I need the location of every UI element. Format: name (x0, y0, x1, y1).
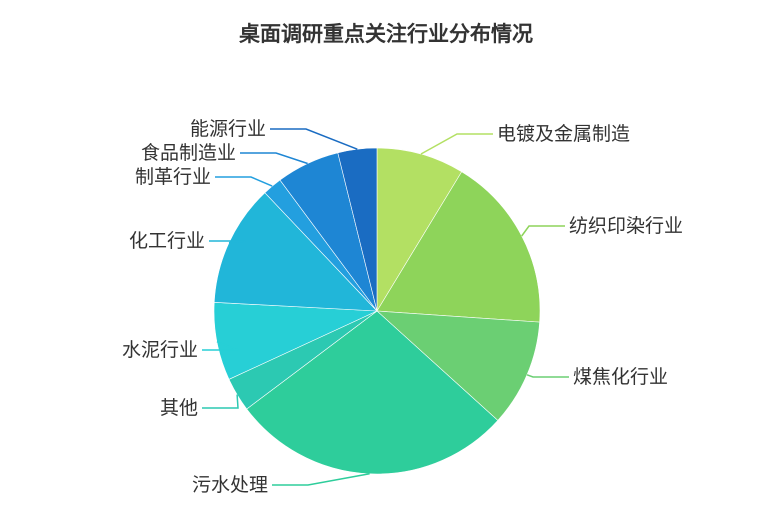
chart-title: 桌面调研重点关注行业分布情况 (239, 22, 533, 46)
slice-label: 其他 (160, 397, 198, 419)
slice-label: 化工行业 (129, 230, 205, 252)
pie-slice[interactable] (376, 310, 540, 421)
pie-slice[interactable] (376, 147, 463, 313)
slice-label: 食品制造业 (141, 142, 236, 164)
leader-line (270, 128, 358, 150)
slice-label: 水泥行业 (122, 339, 198, 361)
leader-line (202, 394, 239, 409)
leader-line (526, 374, 569, 378)
leader-line (521, 225, 565, 237)
leader-line (420, 133, 493, 155)
pie-slice[interactable] (376, 171, 541, 323)
slice-label: 能源行业 (190, 118, 266, 140)
leader-line (215, 176, 273, 187)
slice-label: 纺织印染行业 (569, 215, 683, 237)
slice-label: 污水处理 (192, 474, 268, 496)
leader-line (202, 341, 239, 351)
leader-line (272, 473, 370, 486)
slice-label: 电镀及金属制造 (497, 123, 630, 145)
leader-line (209, 240, 246, 244)
slice-label: 煤焦化行业 (573, 366, 668, 388)
slice-label: 制革行业 (135, 166, 211, 188)
leader-line (240, 152, 308, 165)
